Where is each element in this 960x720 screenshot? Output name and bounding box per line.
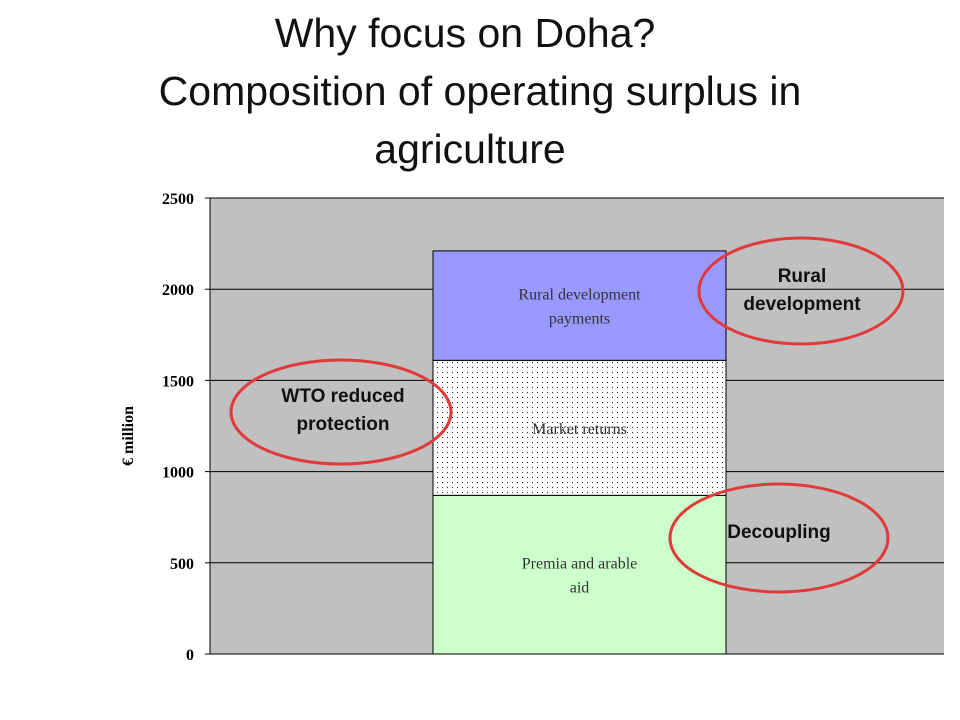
annotation-circle-rural xyxy=(697,236,905,346)
bar-segment-label-2: Market returns xyxy=(532,421,627,438)
annotation-label-rural: Rural development xyxy=(743,266,861,315)
bar-segment-label-3: Rural development payments xyxy=(518,287,641,328)
page-title: Why focus on Doha? Composition of operat… xyxy=(20,4,940,178)
bar-segment-label-1: Premia and arable aid xyxy=(522,556,638,597)
y-tick-label: 2500 xyxy=(162,191,194,208)
y-tick-label: 1000 xyxy=(162,465,194,482)
annotation-circle-decoupling xyxy=(668,482,890,594)
y-tick-label: 2000 xyxy=(162,282,194,299)
y-tick-label: 500 xyxy=(170,556,194,573)
bar-segment-2 xyxy=(432,359,727,496)
annotation-label-wto: WTO reduced protection xyxy=(281,386,404,435)
title-line-1: Why focus on Doha? xyxy=(274,10,656,56)
y-axis-label: € million xyxy=(120,406,137,466)
title-line-3: agriculture xyxy=(374,126,566,172)
y-tick-label: 0 xyxy=(186,647,194,664)
annotation-label-decoupling: Decoupling xyxy=(727,522,830,543)
bar-segment-1 xyxy=(432,494,727,655)
bar-segment-3 xyxy=(432,250,727,361)
title-line-2: Composition of operating surplus in xyxy=(158,68,802,114)
annotation-circle-wto xyxy=(229,358,453,466)
y-tick-label: 1500 xyxy=(162,373,194,390)
